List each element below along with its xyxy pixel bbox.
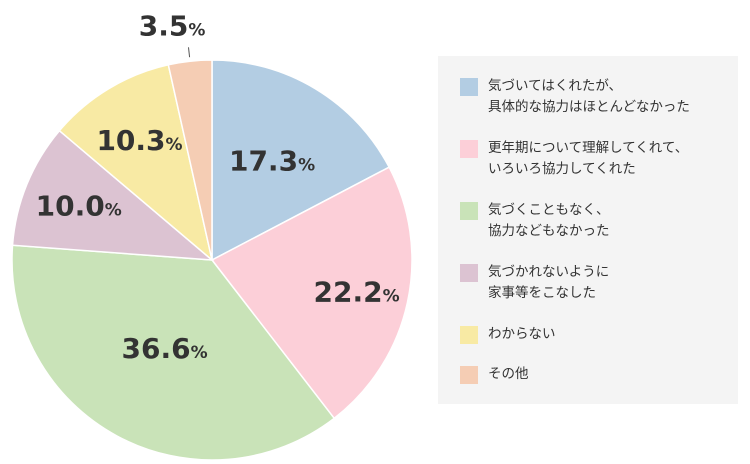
data-label: 17.3% — [229, 145, 315, 178]
legend-swatch — [460, 264, 478, 282]
legend-label: 気づくこともなく、 協力などもなかった — [488, 202, 610, 239]
legend-item: 気づかれないように 家事等をこなした — [460, 262, 738, 324]
leader-line — [187, 47, 191, 58]
data-label: 10.0% — [36, 189, 122, 222]
pie-chart: 17.3% 22.2% 36.6% 10.0% 10.3% 3.5% — [11, 9, 413, 461]
legend-label: 更年期について理解してくれて、 いろいろ協力してくれた — [488, 140, 689, 177]
legend-item: 気づいてはくれたが、 具体的な協力はほとんどなかった — [460, 76, 738, 138]
legend-item: 気づくこともなく、 協力などもなかった — [460, 200, 738, 262]
pie-slice — [211, 59, 391, 262]
legend-item: 更年期について理解してくれて、 いろいろ協力してくれた — [460, 138, 738, 200]
data-label: 36.6% — [122, 332, 208, 365]
legend: 気づいてはくれたが、 具体的な協力はほとんどなかった 更年期について理解してくれ… — [438, 56, 738, 404]
data-label: 10.3% — [96, 124, 182, 157]
legend-swatch — [460, 326, 478, 344]
pie-slice — [11, 244, 336, 461]
legend-label: 気づかれないように 家事等をこなした — [488, 264, 610, 301]
legend-label: その他 — [488, 366, 529, 382]
legend-swatch — [460, 140, 478, 158]
pie-slice — [210, 166, 413, 420]
legend-label: わからない — [488, 326, 556, 342]
legend-item: その他 — [460, 364, 738, 404]
pie-slice — [167, 59, 213, 261]
pie-slice — [58, 63, 214, 263]
legend-swatch — [460, 78, 478, 96]
legend-item: わからない — [460, 324, 738, 364]
legend-swatch — [460, 202, 478, 220]
data-label: 3.5% — [139, 9, 206, 42]
pie-slice — [11, 129, 215, 261]
legend-swatch — [460, 366, 478, 384]
legend-label: 気づいてはくれたが、 具体的な協力はほとんどなかった — [488, 78, 690, 115]
data-label: 22.2% — [314, 276, 400, 309]
